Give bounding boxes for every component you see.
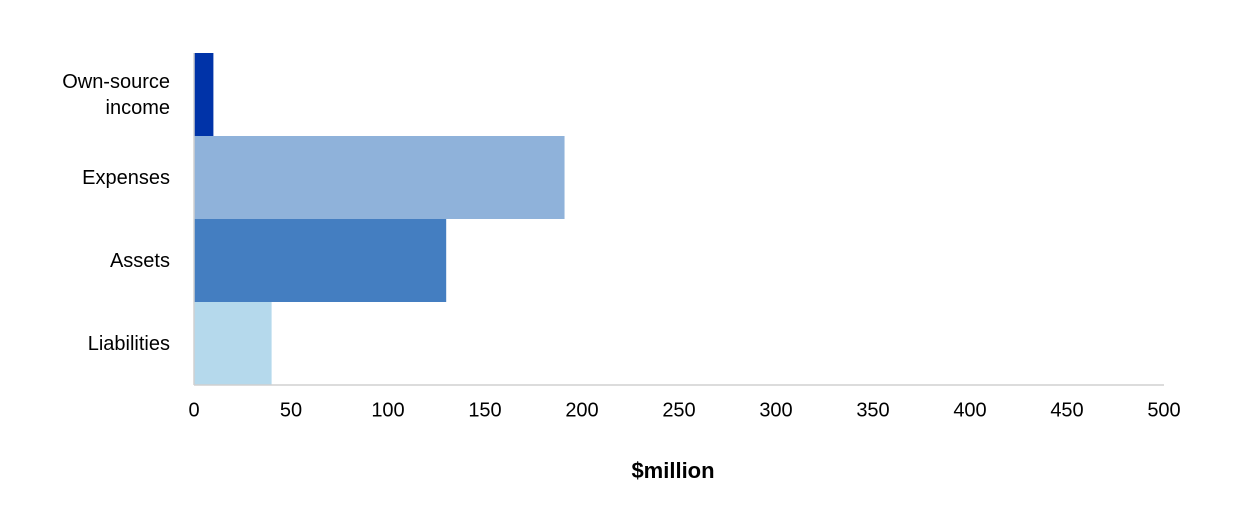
x-tick-label: 250 [662,399,695,421]
x-tick-label: 50 [280,399,302,421]
x-tick-label: 200 [565,399,598,421]
bar [194,136,565,219]
y-tick-label: Liabilities [87,332,170,355]
x-tick-label: 0 [188,399,199,421]
bar [194,302,272,385]
bar [194,219,447,302]
bar [194,53,214,136]
x-tick-label: 100 [371,399,404,421]
x-tick-label: 300 [759,399,792,421]
x-tick-label: 450 [1050,399,1083,421]
x-tick-label: 400 [953,399,986,421]
x-axis-title: $million [631,458,714,483]
y-tick-label: Expenses [82,166,170,189]
x-tick-label: 150 [468,399,501,421]
x-tick-label: 350 [856,399,889,421]
x-tick-label: 500 [1147,399,1180,421]
y-tick-label: Own-source income [62,70,170,119]
y-tick-label: Assets [109,249,170,272]
